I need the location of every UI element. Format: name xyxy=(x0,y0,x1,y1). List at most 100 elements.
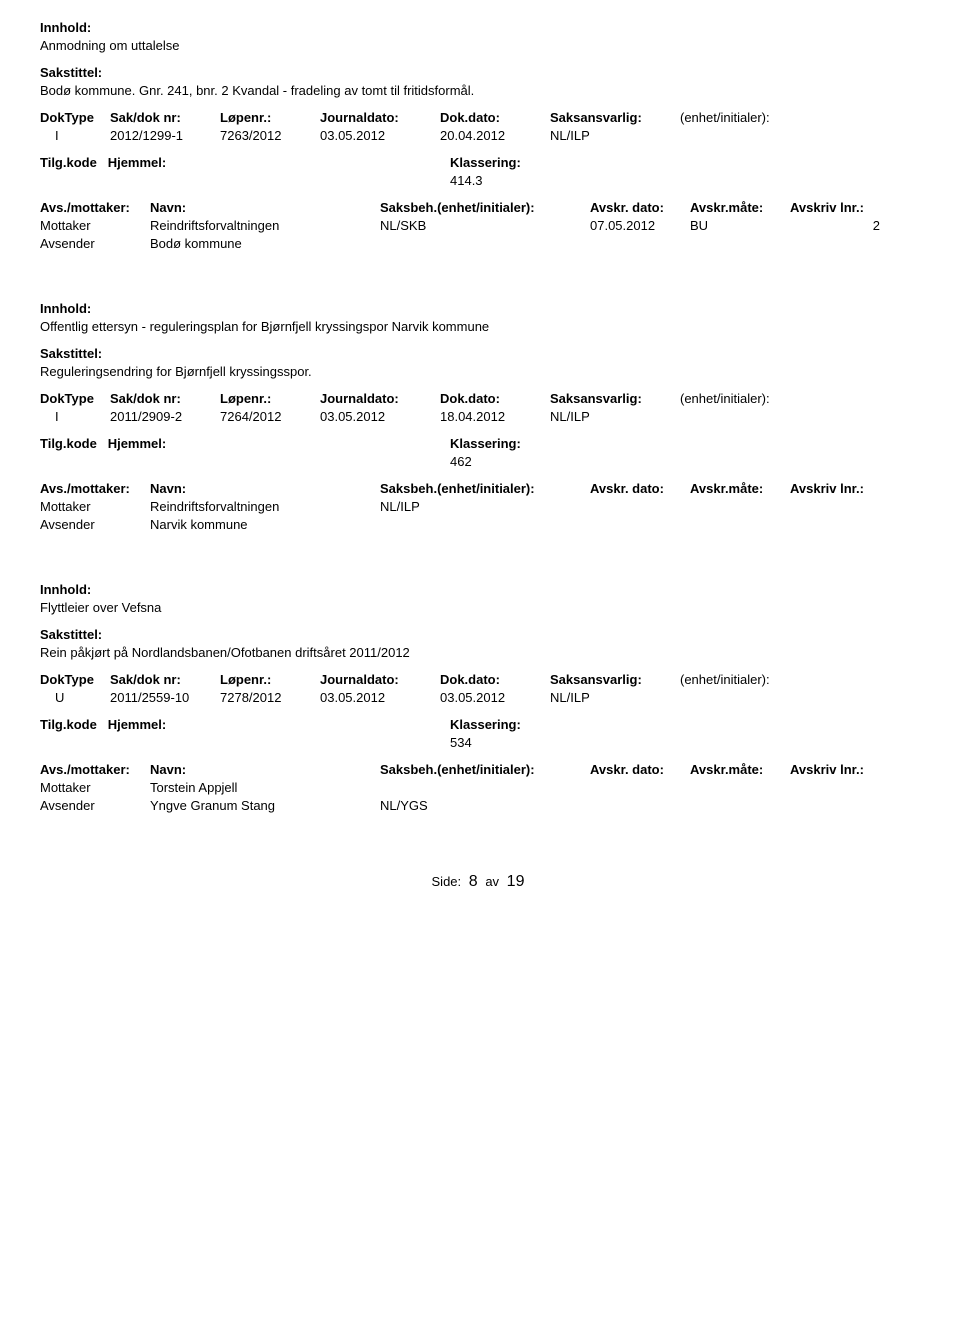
saksbeh-label: Saksbeh.(enhet/initialer): xyxy=(380,762,590,777)
tilgkode-label: Tilg.kode xyxy=(40,155,97,170)
col-journaldato-label: Journaldato: xyxy=(320,391,440,406)
party-saksbeh: NL/YGS xyxy=(380,798,590,813)
avsmot-label: Avs./mottaker: xyxy=(40,200,150,215)
hjemmel-label: Hjemmel: xyxy=(108,436,167,451)
navn-label: Navn: xyxy=(150,762,380,777)
party-navn: Yngve Granum Stang xyxy=(150,798,380,813)
dokdato-value: 03.05.2012 xyxy=(440,690,550,705)
party-saksbeh: NL/SKB xyxy=(380,218,590,233)
col-lopenr-label: Løpenr.: xyxy=(220,110,320,125)
col-journaldato-label: Journaldato: xyxy=(320,110,440,125)
col-saksansvarlig-label: Saksansvarlig: xyxy=(550,391,680,406)
avskrdato-label: Avskr. dato: xyxy=(590,481,690,496)
col-sakdok-label: Sak/dok nr: xyxy=(110,391,220,406)
party-saksbeh xyxy=(380,236,590,251)
sakstittel-label: Sakstittel: xyxy=(40,65,920,80)
innhold-label: Innhold: xyxy=(40,20,920,35)
page-footer: Side: 8 av 19 xyxy=(40,873,920,891)
col-saksansvarlig-label: Saksansvarlig: xyxy=(550,672,680,687)
col-journaldato-label: Journaldato: xyxy=(320,672,440,687)
avskrlnr-label: Avskriv lnr.: xyxy=(790,762,880,777)
col-enhet-label: (enhet/initialer): xyxy=(680,391,820,406)
col-lopenr-label: Løpenr.: xyxy=(220,391,320,406)
klass-value-row: 462 xyxy=(40,454,920,469)
avskrmate-label: Avskr.måte: xyxy=(690,200,790,215)
party-role: Mottaker xyxy=(40,780,150,795)
avskrlnr-label: Avskriv lnr.: xyxy=(790,200,880,215)
saksbeh-label: Saksbeh.(enhet/initialer): xyxy=(380,200,590,215)
col-enhet-label: (enhet/initialer): xyxy=(680,110,820,125)
party-role: Avsender xyxy=(40,517,150,532)
avskrlnr-label: Avskriv lnr.: xyxy=(790,481,880,496)
tilgkode-label: Tilg.kode xyxy=(40,717,97,732)
hjemmel-label: Hjemmel: xyxy=(108,155,167,170)
avskrmate-label: Avskr.måte: xyxy=(690,481,790,496)
party-row: Avsender Bodø kommune xyxy=(40,236,920,251)
saksansvarlig-value: NL/ILP xyxy=(550,409,680,424)
sakstittel-value: Rein påkjørt på Nordlandsbanen/Ofotbanen… xyxy=(40,645,920,660)
party-row: Mottaker Torstein Appjell xyxy=(40,780,920,795)
doktype-value: I xyxy=(40,409,110,424)
meta-header: DokType Sak/dok nr: Løpenr.: Journaldato… xyxy=(40,391,920,406)
party-avskrlnr: 2 xyxy=(790,218,880,233)
tilg-klass-header: Tilg.kode Hjemmel: Klassering: xyxy=(40,155,920,170)
journaldato-value: 03.05.2012 xyxy=(320,128,440,143)
parties-header: Avs./mottaker: Navn: Saksbeh.(enhet/init… xyxy=(40,762,920,777)
meta-row: U 2011/2559-10 7278/2012 03.05.2012 03.0… xyxy=(40,690,920,705)
lopenr-value: 7278/2012 xyxy=(220,690,320,705)
innhold-value: Anmodning om uttalelse xyxy=(40,38,920,53)
journaldato-value: 03.05.2012 xyxy=(320,690,440,705)
lopenr-value: 7263/2012 xyxy=(220,128,320,143)
journal-record: Innhold: Flyttleier over Vefsna Sakstitt… xyxy=(40,582,920,813)
sakstittel-value: Reguleringsendring for Bjørnfjell kryssi… xyxy=(40,364,920,379)
party-role: Mottaker xyxy=(40,218,150,233)
party-saksbeh xyxy=(380,780,590,795)
col-dokdato-label: Dok.dato: xyxy=(440,391,550,406)
tilgkode-hjemmel: Tilg.kode Hjemmel: xyxy=(40,155,450,170)
col-doktype-label: DokType xyxy=(40,391,110,406)
sakstittel-value: Bodø kommune. Gnr. 241, bnr. 2 Kvandal -… xyxy=(40,83,920,98)
klassering-label: Klassering: xyxy=(450,155,521,170)
sakstittel-label: Sakstittel: xyxy=(40,346,920,361)
col-dokdato-label: Dok.dato: xyxy=(440,110,550,125)
navn-label: Navn: xyxy=(150,481,380,496)
side-label: Side: xyxy=(432,874,462,889)
party-row: Mottaker Reindriftsforvaltningen NL/SKB … xyxy=(40,218,920,233)
sakdok-value: 2012/1299-1 xyxy=(110,128,220,143)
party-navn: Torstein Appjell xyxy=(150,780,380,795)
col-doktype-label: DokType xyxy=(40,672,110,687)
av-label: av xyxy=(485,874,499,889)
innhold-label: Innhold: xyxy=(40,582,920,597)
saksbeh-label: Saksbeh.(enhet/initialer): xyxy=(380,481,590,496)
avskrdato-label: Avskr. dato: xyxy=(590,200,690,215)
avskrdato-label: Avskr. dato: xyxy=(590,762,690,777)
party-row: Avsender Yngve Granum Stang NL/YGS xyxy=(40,798,920,813)
klass-value-row: 414.3 xyxy=(40,173,920,188)
col-sakdok-label: Sak/dok nr: xyxy=(110,110,220,125)
tilgkode-hjemmel: Tilg.kode Hjemmel: xyxy=(40,436,450,451)
journal-record: Innhold: Anmodning om uttalelse Sakstitt… xyxy=(40,20,920,251)
party-navn: Reindriftsforvaltningen xyxy=(150,218,380,233)
avsmot-label: Avs./mottaker: xyxy=(40,762,150,777)
doktype-value: U xyxy=(40,690,110,705)
page-current: 8 xyxy=(469,873,478,890)
journaldato-value: 03.05.2012 xyxy=(320,409,440,424)
meta-header: DokType Sak/dok nr: Løpenr.: Journaldato… xyxy=(40,672,920,687)
party-navn: Reindriftsforvaltningen xyxy=(150,499,380,514)
col-saksansvarlig-label: Saksansvarlig: xyxy=(550,110,680,125)
party-navn: Bodø kommune xyxy=(150,236,380,251)
tilg-klass-header: Tilg.kode Hjemmel: Klassering: xyxy=(40,717,920,732)
lopenr-value: 7264/2012 xyxy=(220,409,320,424)
party-saksbeh: NL/ILP xyxy=(380,499,590,514)
journal-record: Innhold: Offentlig ettersyn - regulering… xyxy=(40,301,920,532)
col-enhet-label: (enhet/initialer): xyxy=(680,672,820,687)
klassering-label: Klassering: xyxy=(450,717,521,732)
klassering-value: 414.3 xyxy=(450,173,483,188)
doktype-value: I xyxy=(40,128,110,143)
tilgkode-hjemmel: Tilg.kode Hjemmel: xyxy=(40,717,450,732)
party-navn: Narvik kommune xyxy=(150,517,380,532)
party-role: Avsender xyxy=(40,236,150,251)
col-doktype-label: DokType xyxy=(40,110,110,125)
innhold-label: Innhold: xyxy=(40,301,920,316)
parties-header: Avs./mottaker: Navn: Saksbeh.(enhet/init… xyxy=(40,200,920,215)
